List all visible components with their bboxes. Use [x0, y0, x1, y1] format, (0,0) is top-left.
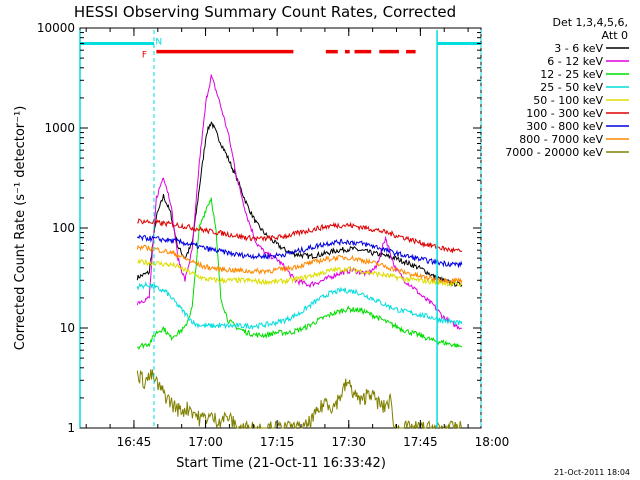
night-label: N: [155, 37, 162, 47]
legend-label-50-100-kev: 50 - 100 keV: [533, 94, 603, 107]
y-tick-label: 10: [60, 321, 75, 335]
series-line-300-800-kev: [136, 234, 463, 269]
y-tick-label: 100: [52, 221, 75, 235]
legend-label-3-6-kev: 3 - 6 keV: [554, 42, 603, 55]
legend-label-12-25-kev: 12 - 25 keV: [540, 68, 603, 81]
plot-frame: [79, 27, 482, 429]
y-tick-label: 1000: [44, 121, 75, 135]
legend-header-line-1: Det 1,3,4,5,6,: [552, 16, 628, 29]
x-tick-label: 16:45: [117, 435, 152, 449]
annotation-layer: FN: [79, 30, 482, 428]
legend-label-7000-20000-kev: 7000 - 20000 keV: [505, 146, 603, 159]
series-line-3-6-kev: [136, 121, 463, 287]
y-axis-label: Corrected Count Rate (s⁻¹ detector⁻¹): [13, 106, 28, 351]
x-tick-label: 17:00: [188, 435, 223, 449]
series-line-12-25-kev: [137, 197, 462, 351]
series-layer: [136, 74, 463, 430]
series-line-7000-20000-kev: [136, 369, 463, 430]
x-tick-label: 18:00: [475, 435, 510, 449]
axis-layer: 16:45 17:00 17:15 17:30 17:45 18:00 1 10 100 1000…: [37, 21, 509, 449]
series-line-50-100-kev: [137, 258, 463, 288]
series-line-800-7000-kev: [136, 244, 463, 285]
legend-label-100-300-kev: 100 - 300 keV: [526, 107, 603, 120]
legend-header-line-2: Att 0: [602, 29, 628, 42]
x-tick-label: 17:30: [331, 435, 366, 449]
legend-label-6-12-kev: 6 - 12 keV: [547, 55, 603, 68]
x-tick-label: 17:15: [260, 435, 295, 449]
y-tick-label: 10000: [37, 21, 75, 35]
legend-label-25-50-kev: 25 - 50 keV: [540, 81, 603, 94]
series-line-25-50-kev: [136, 281, 463, 331]
x-tick-label: 17:45: [403, 435, 438, 449]
x-axis-label: Start Time (21-Oct-11 16:33:42): [176, 456, 386, 471]
y-tick-label: 1: [67, 421, 75, 435]
legend-label-800-7000-kev: 800 - 7000 keV: [519, 133, 603, 146]
footer-timestamp: 21-Oct-2011 18:04: [554, 468, 630, 477]
legend-label-300-800-kev: 300 - 800 keV: [526, 120, 603, 133]
flare-label: F: [142, 51, 147, 61]
series-line-100-300-kev: [137, 218, 463, 254]
chart-title: HESSI Observing Summary Count Rates, Cor…: [74, 3, 456, 21]
series-line-6-12-kev: [136, 74, 463, 330]
